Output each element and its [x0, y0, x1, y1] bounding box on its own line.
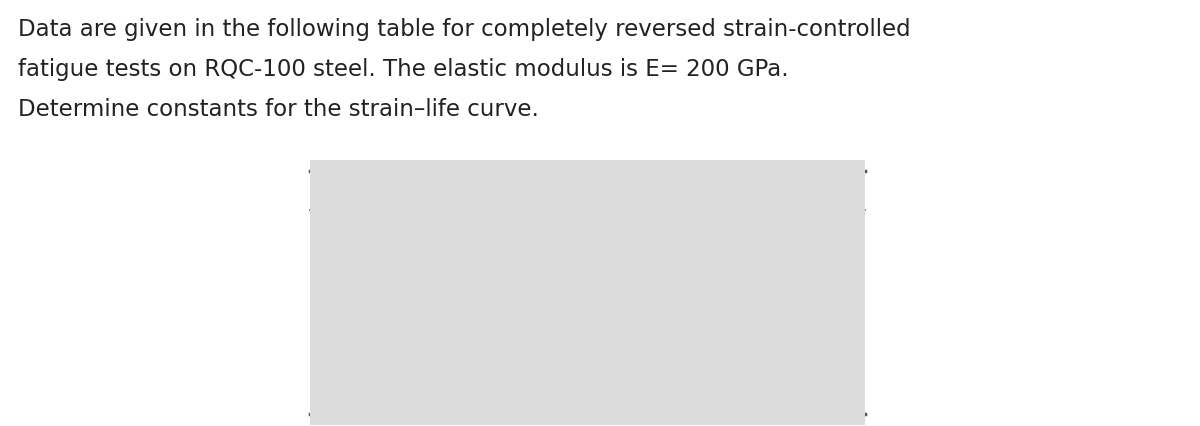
Text: $N_f$, cycles: $N_f$, cycles — [703, 181, 794, 204]
Text: 0.0202: 0.0202 — [332, 221, 398, 240]
Text: 6 450: 6 450 — [722, 303, 774, 322]
Text: $\sigma_a$, MPa: $\sigma_a$, MPa — [438, 182, 510, 203]
Text: (0.00010): (0.00010) — [572, 384, 664, 403]
Text: 0.0030: 0.0030 — [332, 344, 398, 363]
Text: 631: 631 — [456, 221, 492, 240]
Text: 0.00705: 0.00705 — [580, 262, 656, 281]
Text: $\varepsilon_{pa}$: $\varepsilon_{pa}$ — [605, 181, 632, 203]
Text: 1 030: 1 030 — [722, 262, 774, 281]
Text: 574: 574 — [456, 262, 492, 281]
Text: Determine constants for the strain–life curve.: Determine constants for the strain–life … — [18, 98, 539, 121]
Text: 22 250: 22 250 — [716, 344, 780, 363]
Text: Data are given in the following table for completely reversed strain-controlled: Data are given in the following table fo… — [18, 18, 911, 41]
Text: 0.00193: 0.00193 — [580, 303, 656, 322]
Text: 505: 505 — [456, 303, 492, 322]
Text: 110 000: 110 000 — [710, 384, 786, 403]
Text: 472: 472 — [456, 344, 492, 363]
Text: 0.0045: 0.0045 — [332, 303, 398, 322]
Text: 0.0100: 0.0100 — [332, 262, 398, 281]
Text: 227: 227 — [731, 221, 767, 240]
Text: fatigue tests on RQC-100 steel. The elastic modulus is E= 200 GPa.: fatigue tests on RQC-100 steel. The elas… — [18, 58, 788, 81]
Text: 0.00064: 0.00064 — [580, 344, 656, 363]
Text: 0.0023: 0.0023 — [332, 384, 398, 403]
Text: $\varepsilon_a$: $\varepsilon_a$ — [356, 183, 376, 202]
Text: 0.01695: 0.01695 — [580, 221, 656, 240]
Text: 455: 455 — [456, 384, 492, 403]
